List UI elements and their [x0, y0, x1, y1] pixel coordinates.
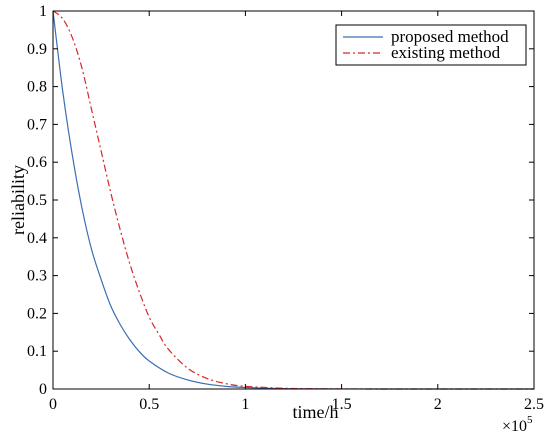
- y-axis-label: reliability: [8, 165, 28, 235]
- x-tick-label: 2.5: [524, 396, 544, 413]
- y-tick-label: 0.8: [27, 79, 47, 96]
- y-tick-label: 0.2: [27, 305, 47, 322]
- x-tick-label: 0: [49, 396, 57, 413]
- x-tick-label: 1.5: [332, 396, 352, 413]
- x-tick-label: 0.5: [139, 396, 159, 413]
- legend: proposed method existing method: [335, 24, 527, 66]
- y-tick-label: 0.1: [27, 343, 47, 360]
- legend-label-proposed-method: proposed method: [391, 27, 509, 46]
- x-tick-label: 2: [434, 396, 442, 413]
- x-axis-label: time/h: [293, 402, 339, 422]
- y-tick-label: 0.9: [27, 41, 47, 58]
- y-tick-label: 0.3: [27, 268, 47, 285]
- y-tick-label: 1: [39, 3, 47, 20]
- axis-ticks: [52, 10, 535, 390]
- series-line-proposed-method: [52, 10, 534, 390]
- legend-label-existing-method: existing method: [391, 43, 501, 62]
- y-tick-label: 0.4: [27, 230, 47, 247]
- y-tick-label: 0.6: [27, 154, 47, 171]
- y-tick-label: 0: [39, 381, 47, 398]
- y-tick-label: 0.7: [27, 116, 47, 133]
- x-axis-multiplier-base: ×10: [502, 418, 527, 435]
- plot-curves: [52, 10, 534, 390]
- axis-tick-labels: 0 0.5 1 1.5 2 2.5 0 0.1 0.2 0.3 0.4 0.5 0.6 0.7 0.8 0.9…: [27, 3, 544, 413]
- legend-box: [335, 24, 527, 66]
- x-axis-multiplier: ×105: [502, 414, 533, 435]
- y-tick-label: 0.5: [27, 192, 47, 209]
- x-axis-multiplier-exponent: 5: [527, 414, 533, 426]
- x-tick-label: 1: [241, 396, 249, 413]
